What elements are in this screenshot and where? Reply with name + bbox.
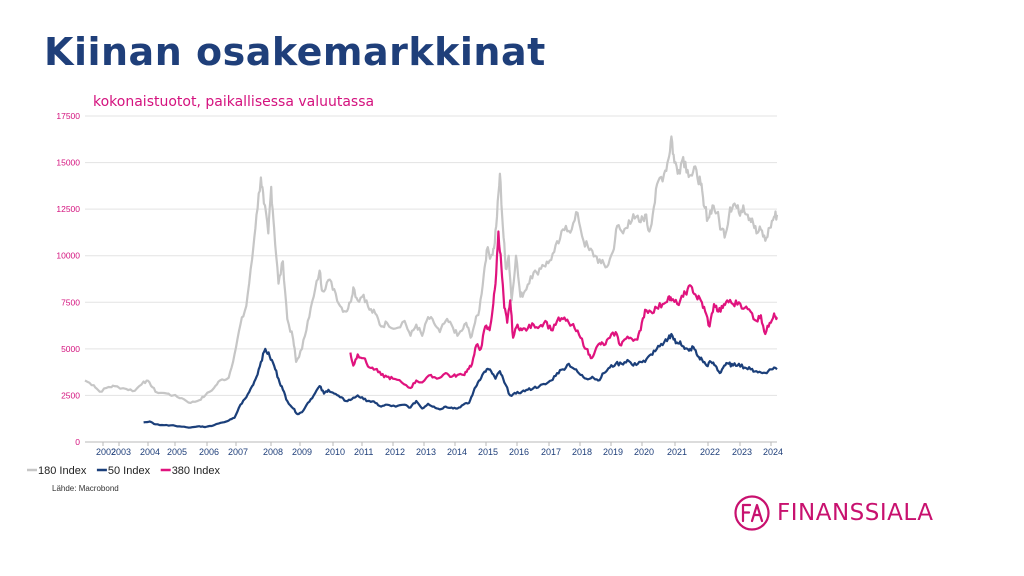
- x-tick-label: 2019: [603, 447, 623, 457]
- y-tick-label: 5000: [61, 344, 80, 354]
- y-axis-tick-labels: 0 2500 5000 7500 10000 12500 15000 17500: [56, 111, 80, 447]
- legend-label: 380 Index: [172, 465, 221, 477]
- x-tick-label: 2008: [263, 447, 283, 457]
- x-tick-label: 2015: [478, 447, 498, 457]
- x-tick-label: 2021: [667, 447, 687, 457]
- gridlines: [85, 115, 777, 396]
- legend: 180 Index 50 Index 380 Index: [27, 465, 221, 477]
- y-tick-label: 2500: [61, 390, 80, 400]
- x-tick-label: 2005: [167, 447, 187, 457]
- x-tick-label: 2002: [96, 447, 116, 457]
- x-tick-label: 2006: [199, 447, 219, 457]
- x-tick-label: 2016: [509, 447, 529, 457]
- x-tick-label: 2012: [385, 447, 405, 457]
- chart-subtitle: kokonaistuotot, paikallisessa valuutassa: [93, 94, 375, 110]
- y-tick-label: 10000: [56, 251, 80, 261]
- x-tick-label: 2003: [111, 447, 131, 457]
- x-tick-label: 2022: [700, 447, 720, 457]
- series-line-380-index: [349, 230, 779, 390]
- x-tick-label: 2014: [447, 447, 467, 457]
- y-tick-label: 17500: [56, 111, 80, 121]
- x-tick-label: 2024: [763, 447, 783, 457]
- x-tick-label: 2009: [292, 447, 312, 457]
- x-tick-label: 2020: [634, 447, 654, 457]
- x-tick-label: 2023: [732, 447, 752, 457]
- x-tick-label: 2018: [572, 447, 592, 457]
- y-tick-label: 12500: [56, 204, 80, 214]
- legend-label: 180 Index: [38, 465, 87, 477]
- y-tick-label: 0: [75, 437, 80, 447]
- logo-text: FINANSSIALA: [777, 500, 934, 526]
- x-tick-label: 2010: [325, 447, 345, 457]
- y-tick-label: 15000: [56, 158, 80, 168]
- x-tick-label: 2007: [228, 447, 248, 457]
- finanssiala-logo: FINANSSIALA: [733, 494, 933, 532]
- x-tick-label: 2004: [140, 447, 160, 457]
- x-tick-label: 2011: [354, 447, 373, 457]
- y-tick-label: 7500: [61, 297, 80, 307]
- fa-logo-mark-icon: [734, 495, 770, 531]
- page-title: Kiinan osakemarkkinat: [44, 30, 546, 74]
- x-tick-label: 2017: [541, 447, 561, 457]
- legend-label: 50 Index: [108, 465, 151, 477]
- series-lines: [84, 135, 779, 429]
- series-line-50-index: [143, 332, 778, 429]
- source-note: Lähde: Macrobond: [52, 484, 119, 493]
- x-tick-label: 2013: [416, 447, 436, 457]
- series-line-180-index: [84, 135, 779, 404]
